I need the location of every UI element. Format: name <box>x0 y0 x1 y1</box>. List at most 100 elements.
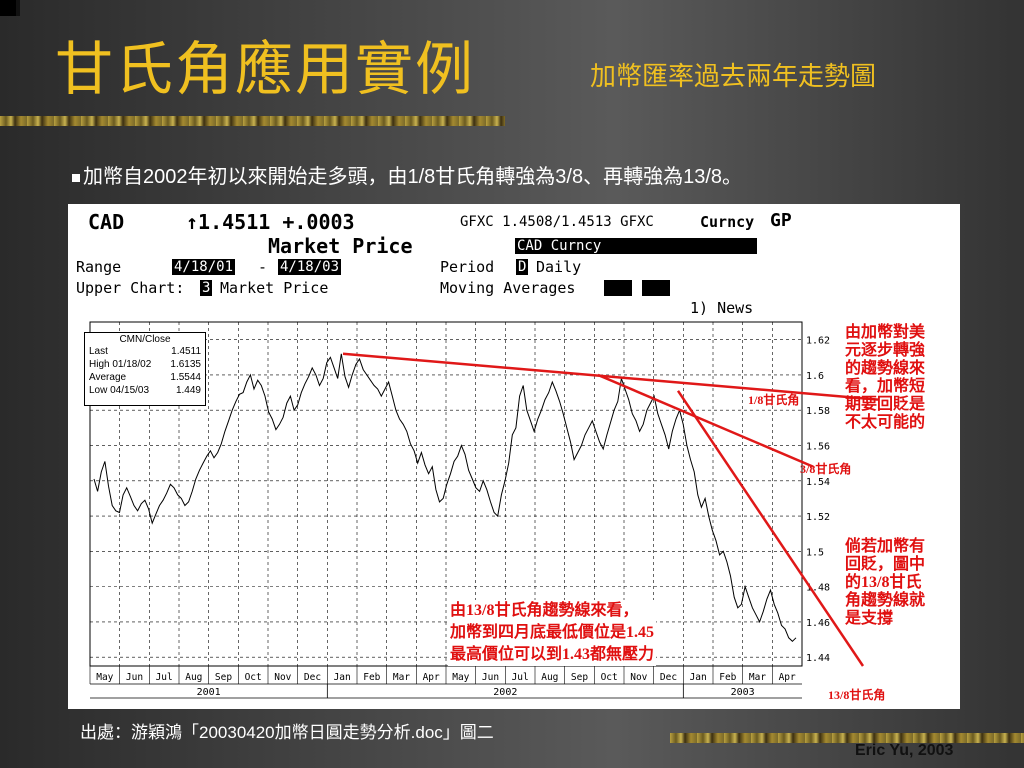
annotation-line: 期要回貶是 <box>845 396 926 413</box>
stats-legend-label: High 01/18/02 <box>89 359 152 370</box>
x-tick-label: Oct <box>601 672 618 683</box>
annotation-line: 的13/8甘氏 <box>845 574 922 591</box>
news-link[interactable]: 1) News <box>690 299 754 317</box>
x-tick-label: Jan <box>334 672 351 683</box>
year-label: 2003 <box>731 687 755 698</box>
range-to[interactable]: 4/18/03 <box>278 259 342 275</box>
stats-legend-label: Last <box>89 346 108 357</box>
y-tick-label: 1.58 <box>806 406 830 417</box>
y-tick-label: 1.46 <box>806 618 830 629</box>
moving-avg-field-1[interactable] <box>604 280 632 296</box>
annotation-line: 看，加幣短 <box>845 378 926 395</box>
market-price-heading: Market Price <box>268 234 413 258</box>
x-tick-label: Jul <box>156 672 173 683</box>
curncy-text: Curncy <box>700 213 755 231</box>
annotation-line: 加幣到四月底最低價位是1.45 <box>450 624 655 641</box>
x-tick-label: Apr <box>779 672 796 683</box>
x-tick-label: Mar <box>393 672 410 683</box>
annotation-line: 最高價位可以到1.43都無壓力 <box>450 646 655 663</box>
stats-legend-box: CMN/Close Last 1.4511 High 01/18/02 1.6135 A… <box>84 332 206 406</box>
range-dash: - <box>258 258 268 276</box>
x-tick-label: Oct <box>245 672 262 683</box>
stats-legend-row: Low 04/15/03 1.449 <box>85 384 205 397</box>
moving-avg-field-2[interactable] <box>642 280 670 296</box>
x-tick-label: May <box>452 672 469 683</box>
range-from[interactable]: 4/18/01 <box>172 259 236 275</box>
x-tick-label: Jun <box>126 672 143 683</box>
annotation-right-top: 由加幣對美 元逐步轉強 的趨勢線來 看，加幣短 期要回貶是 不太可能的 <box>845 324 925 432</box>
annotation-line: 回貶，圖中 <box>845 556 926 573</box>
stats-legend-label: Low 04/15/03 <box>89 385 150 396</box>
stats-legend-row: Last 1.4511 <box>85 345 205 358</box>
x-tick-label: Jan <box>690 672 707 683</box>
year-label: 2002 <box>493 687 517 698</box>
x-tick-label: Jun <box>482 672 499 683</box>
annotation-line: 的趨勢線來 <box>845 360 926 377</box>
stats-legend-value: 1.4511 <box>171 346 201 357</box>
x-tick-label: Dec <box>660 672 677 683</box>
annotation-line: 元逐步轉強 <box>845 342 926 359</box>
gann-trendline <box>342 352 879 401</box>
x-tick-label: Feb <box>363 672 380 683</box>
year-label: 2001 <box>197 687 221 698</box>
stats-legend-row: Average 1.5544 <box>85 371 205 384</box>
y-tick-label: 1.44 <box>806 653 830 664</box>
security-field[interactable]: CAD Curncy <box>515 238 757 254</box>
corner-block <box>0 0 20 16</box>
bullet-point: 加幣自2002年初以來開始走多頭，由1/8甘氏角轉強為3/8、再轉強為13/8。 <box>72 160 742 189</box>
annotation-line: 不太可能的 <box>845 414 926 431</box>
decorative-stripe-bottom <box>670 733 1024 743</box>
annotation-center: 由13/8甘氏角趨勢線來看， 加幣到四月底最低價位是1.45 最高價位可以到1.43… <box>448 600 657 666</box>
y-tick-label: 1.6 <box>806 371 824 382</box>
x-tick-label: Mar <box>749 672 766 683</box>
x-tick-label: Sep <box>571 672 588 683</box>
gann-label-13-8: 13/8甘氏角 <box>828 688 886 702</box>
x-tick-label: May <box>96 672 113 683</box>
stats-legend-value: 1.6135 <box>170 359 201 370</box>
y-tick-label: 1.48 <box>806 583 830 594</box>
upper-chart-value: Market Price <box>220 279 329 297</box>
x-tick-label: Feb <box>719 672 736 683</box>
y-tick-label: 1.56 <box>806 441 830 452</box>
y-tick-label: 1.62 <box>806 336 830 347</box>
ticker: CAD <box>88 210 125 234</box>
annotation-right-bottom: 倘若加幣有 回貶，圖中 的13/8甘氏 角趨勢線就 是支撐 <box>845 538 925 628</box>
annotation-line: 由13/8甘氏角趨勢線來看， <box>450 602 639 619</box>
author-credit: Eric Yu, 2003 <box>855 742 954 759</box>
y-tick-label: 1.54 <box>806 477 830 488</box>
period-label: Period <box>440 258 495 276</box>
annotation-line: 由加幣對美 <box>845 324 926 341</box>
x-tick-label: Nov <box>274 672 291 683</box>
y-tick-label: 1.5 <box>806 547 824 558</box>
period-value: Daily <box>536 258 582 276</box>
stats-legend-value: 1.5544 <box>170 372 201 383</box>
annotation-line: 角趨勢線就 <box>845 592 926 609</box>
moving-avg-label: Moving Averages <box>440 279 576 297</box>
decorative-stripe-top <box>0 116 505 126</box>
upper-chart-label: Upper Chart: <box>76 279 185 297</box>
quote-text: GFXC 1.4508/1.4513 GFXC <box>460 214 654 230</box>
x-tick-label: Apr <box>423 672 440 683</box>
y-tick-label: 1.52 <box>806 512 830 523</box>
stats-legend-label: Average <box>89 372 127 383</box>
bullet-icon <box>72 173 80 182</box>
price-series-line <box>93 353 797 642</box>
x-tick-label: Jul <box>512 672 529 683</box>
gann-label-1-8: 1/8甘氏角 <box>748 393 800 407</box>
slide-subtitle: 加幣匯率過去兩年走勢圖 <box>590 62 877 92</box>
x-tick-label: Nov <box>630 672 647 683</box>
x-tick-label: Sep <box>215 672 232 683</box>
gann-trendline <box>676 390 865 667</box>
stats-legend-value: 1.449 <box>175 385 201 396</box>
annotation-line: 倘若加幣有 <box>845 538 926 555</box>
range-label: Range <box>76 258 122 276</box>
gann-trendline <box>597 373 814 468</box>
slide-title: 甘氏角應用實例 <box>55 35 476 103</box>
period-code[interactable]: D <box>516 259 529 275</box>
upper-chart-code[interactable]: 3 <box>200 280 213 296</box>
gann-label-3-8: 3/8甘氏角 <box>800 462 852 476</box>
annotation-line: 是支撐 <box>845 610 894 627</box>
last-change: ↑1.4511 +.0003 <box>186 210 355 234</box>
gp-text: GP <box>770 210 792 231</box>
x-tick-label: Aug <box>185 672 202 683</box>
